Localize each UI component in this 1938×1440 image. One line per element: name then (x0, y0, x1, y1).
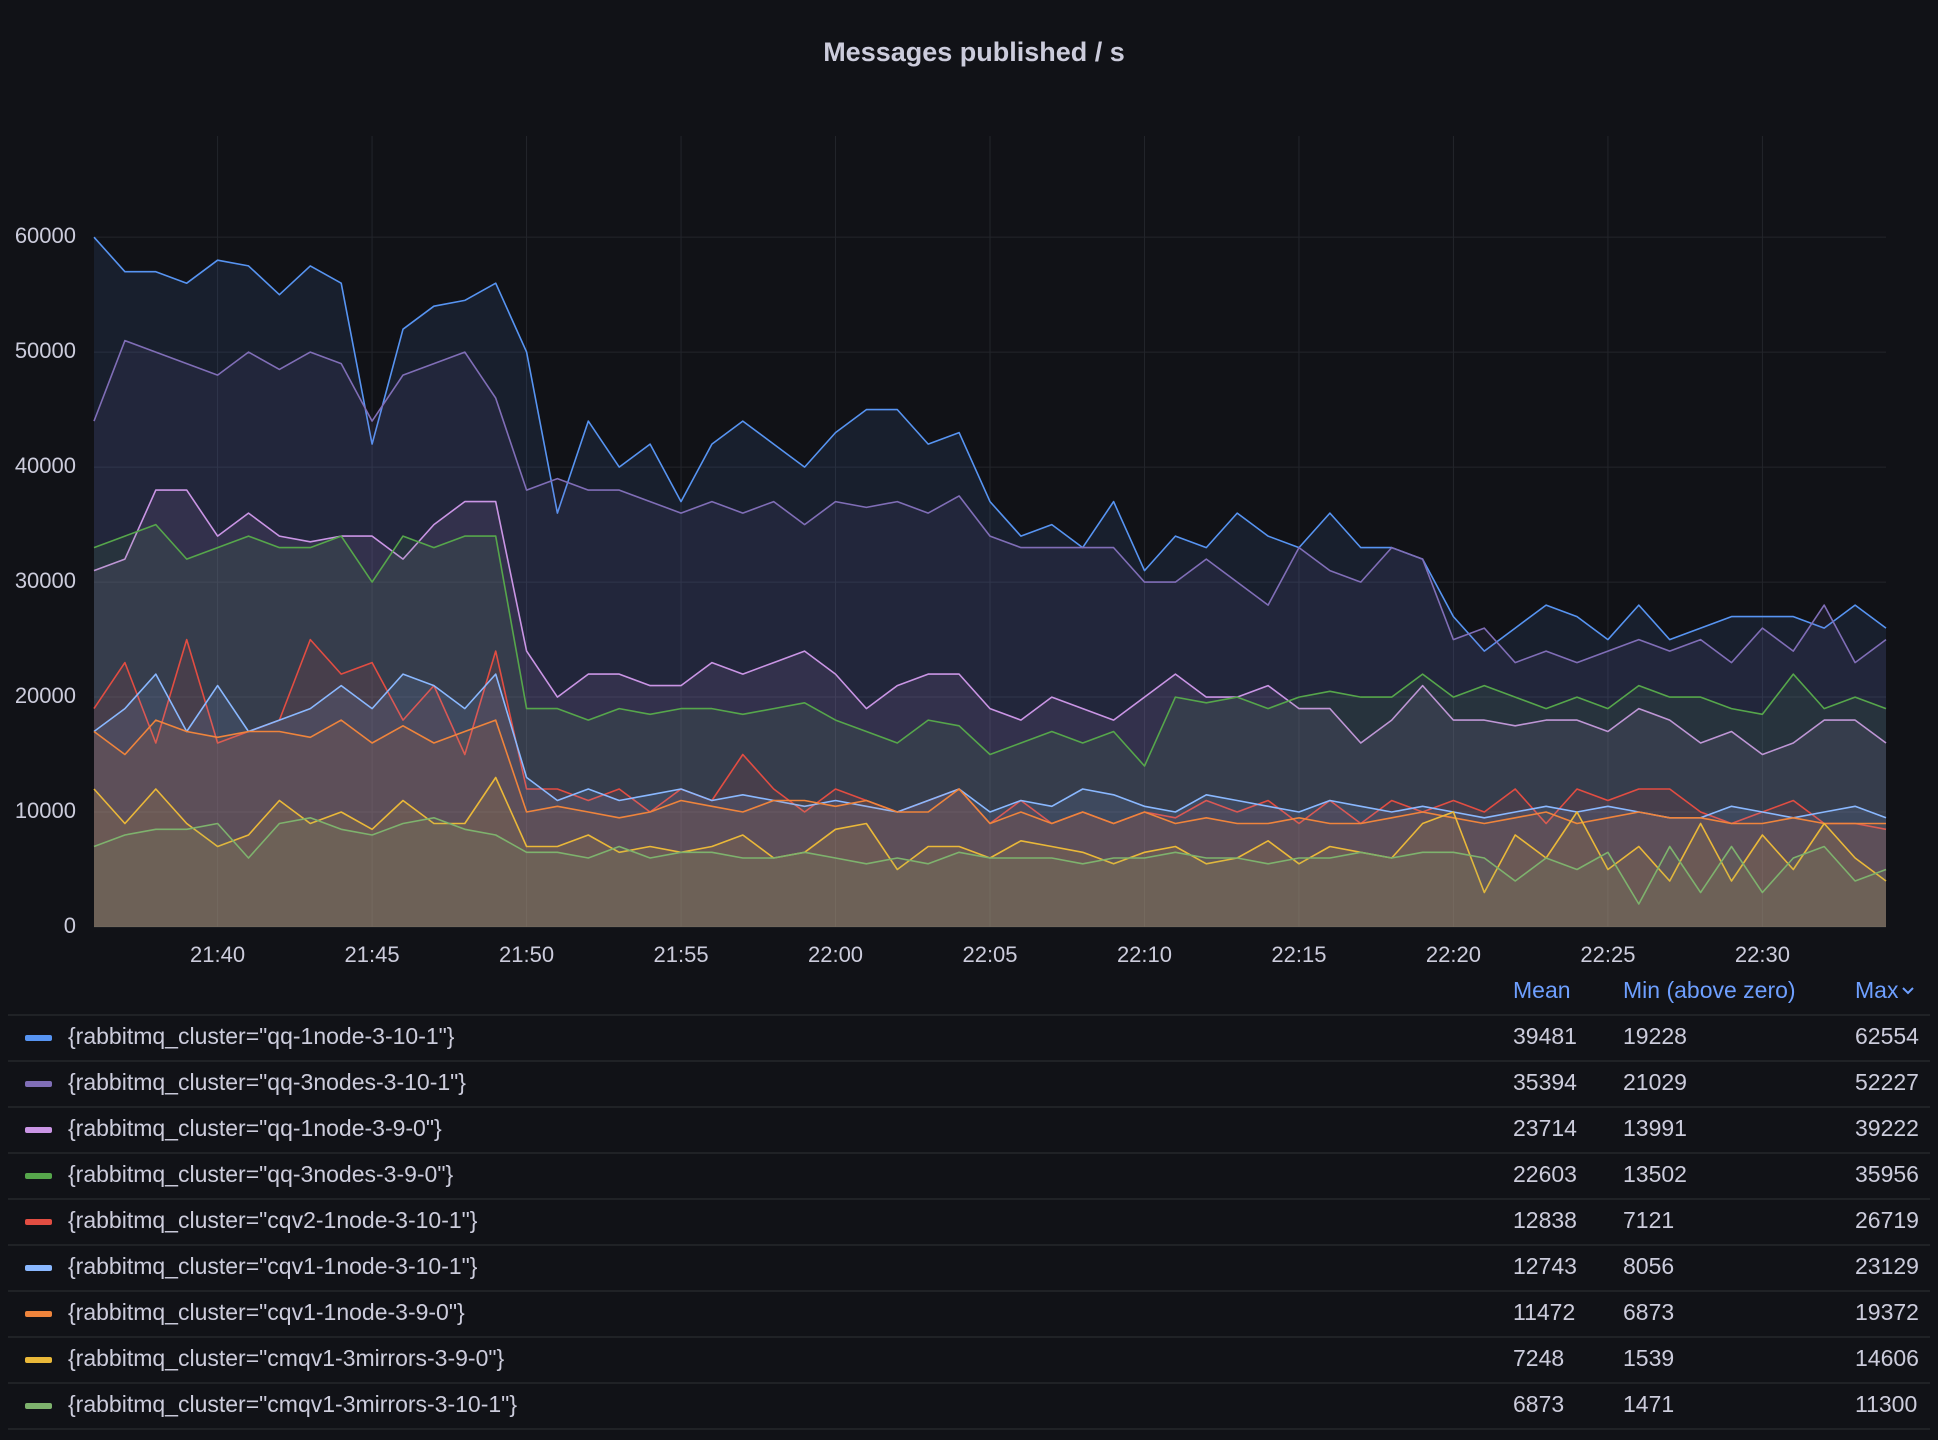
legend-swatch[interactable] (25, 1403, 52, 1409)
legend-swatch[interactable] (25, 1127, 52, 1133)
y-tick-label: 30000 (15, 568, 76, 593)
series-area (94, 639, 1886, 927)
legend-value: 8056 (1623, 1253, 1674, 1279)
x-tick-label: 21:50 (499, 942, 554, 967)
y-tick-label: 0 (64, 913, 76, 938)
legend-label[interactable]: {rabbitmq_cluster="cqv2-1node-3-10-1"} (68, 1207, 478, 1233)
legend-value: 12838 (1513, 1207, 1577, 1233)
series-line (93, 719, 1886, 825)
series-line (93, 817, 1887, 905)
legend-value: 22603 (1513, 1161, 1577, 1187)
panel-title: Messages published / s (823, 37, 1125, 67)
x-tick-label: 22:15 (1271, 942, 1326, 967)
x-tick-label: 21:40 (190, 942, 245, 967)
legend-value: 7248 (1513, 1345, 1564, 1371)
legend-value: 13991 (1623, 1115, 1687, 1141)
x-tick-label: 21:45 (345, 942, 400, 967)
legend-header[interactable]: Max (1855, 977, 1899, 1003)
legend-label[interactable]: {rabbitmq_cluster="cqv1-1node-3-9-0"} (68, 1299, 465, 1325)
legend-value: 13502 (1623, 1161, 1687, 1187)
legend-header[interactable]: Mean (1513, 977, 1571, 1003)
series-area (94, 674, 1886, 927)
legend-label[interactable]: {rabbitmq_cluster="cqv1-1node-3-10-1"} (68, 1253, 478, 1279)
legend-value: 39481 (1513, 1023, 1577, 1049)
legend-label[interactable]: {rabbitmq_cluster="cmqv1-3mirrors-3-10-1… (68, 1391, 517, 1417)
legend-value: 23129 (1855, 1253, 1919, 1279)
legend-swatch[interactable] (25, 1219, 52, 1225)
series-area (94, 817, 1886, 927)
legend-value: 23714 (1513, 1115, 1577, 1141)
legend-value: 11472 (1513, 1299, 1575, 1325)
legend-value: 21029 (1623, 1069, 1687, 1095)
legend-value: 14606 (1855, 1345, 1919, 1371)
legend-label[interactable]: {rabbitmq_cluster="cmqv1-3mirrors-3-9-0"… (68, 1345, 505, 1371)
legend-value: 52227 (1855, 1069, 1919, 1095)
x-tick-label: 22:30 (1735, 942, 1790, 967)
legend-swatch[interactable] (25, 1357, 52, 1363)
y-tick-label: 20000 (15, 683, 76, 708)
x-tick-label: 22:25 (1580, 942, 1635, 967)
legend-header[interactable]: Min (above zero) (1623, 977, 1796, 1003)
legend-value: 19228 (1623, 1023, 1687, 1049)
legend-value: 39222 (1855, 1115, 1919, 1141)
legend-swatch[interactable] (25, 1311, 52, 1317)
y-tick-label: 10000 (15, 798, 76, 823)
series-area (94, 237, 1886, 927)
legend-value: 12743 (1513, 1253, 1577, 1279)
y-tick-label: 60000 (15, 223, 76, 248)
x-tick-label: 22:20 (1426, 942, 1481, 967)
legend-value: 6873 (1513, 1391, 1564, 1417)
y-tick-label: 50000 (15, 338, 76, 363)
legend-value: 35956 (1855, 1161, 1919, 1187)
legend-value: 19372 (1855, 1299, 1919, 1325)
x-tick-label: 22:10 (1117, 942, 1172, 967)
legend-value: 35394 (1513, 1069, 1577, 1095)
legend-value: 1539 (1623, 1345, 1674, 1371)
legend-value: 7121 (1623, 1207, 1674, 1233)
series-line (93, 339, 1887, 664)
sort-icon[interactable] (1902, 987, 1914, 995)
legend-value: 6873 (1623, 1299, 1674, 1325)
series-area (94, 777, 1886, 927)
legend-value: 26719 (1855, 1207, 1919, 1233)
legend-label[interactable]: {rabbitmq_cluster="qq-3nodes-3-9-0"} (68, 1161, 454, 1187)
x-tick-label: 22:00 (808, 942, 863, 967)
legend-label[interactable]: {rabbitmq_cluster="qq-3nodes-3-10-1"} (68, 1069, 466, 1095)
legend-swatch[interactable] (25, 1265, 52, 1271)
x-tick-label: 22:05 (962, 942, 1017, 967)
legend-swatch[interactable] (25, 1035, 52, 1041)
series-area (94, 524, 1886, 927)
legend-value: 1471 (1623, 1391, 1674, 1417)
y-tick-label: 40000 (15, 453, 76, 478)
series-line (93, 523, 1887, 767)
legend-value: 11300 (1855, 1391, 1917, 1417)
legend-label[interactable]: {rabbitmq_cluster="qq-1node-3-10-1"} (68, 1023, 455, 1049)
legend-swatch[interactable] (25, 1173, 52, 1179)
legend-label[interactable]: {rabbitmq_cluster="qq-1node-3-9-0"} (68, 1115, 442, 1141)
series-line (93, 236, 1887, 652)
series-line (93, 673, 1887, 819)
legend-value: 62554 (1855, 1023, 1919, 1049)
x-tick-label: 21:55 (654, 942, 709, 967)
legend-swatch[interactable] (25, 1081, 52, 1087)
series-area (94, 340, 1886, 928)
